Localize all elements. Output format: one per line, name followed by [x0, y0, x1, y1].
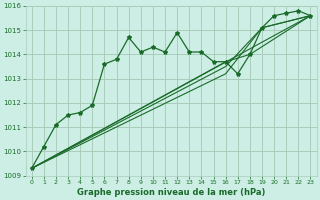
X-axis label: Graphe pression niveau de la mer (hPa): Graphe pression niveau de la mer (hPa)	[77, 188, 265, 197]
